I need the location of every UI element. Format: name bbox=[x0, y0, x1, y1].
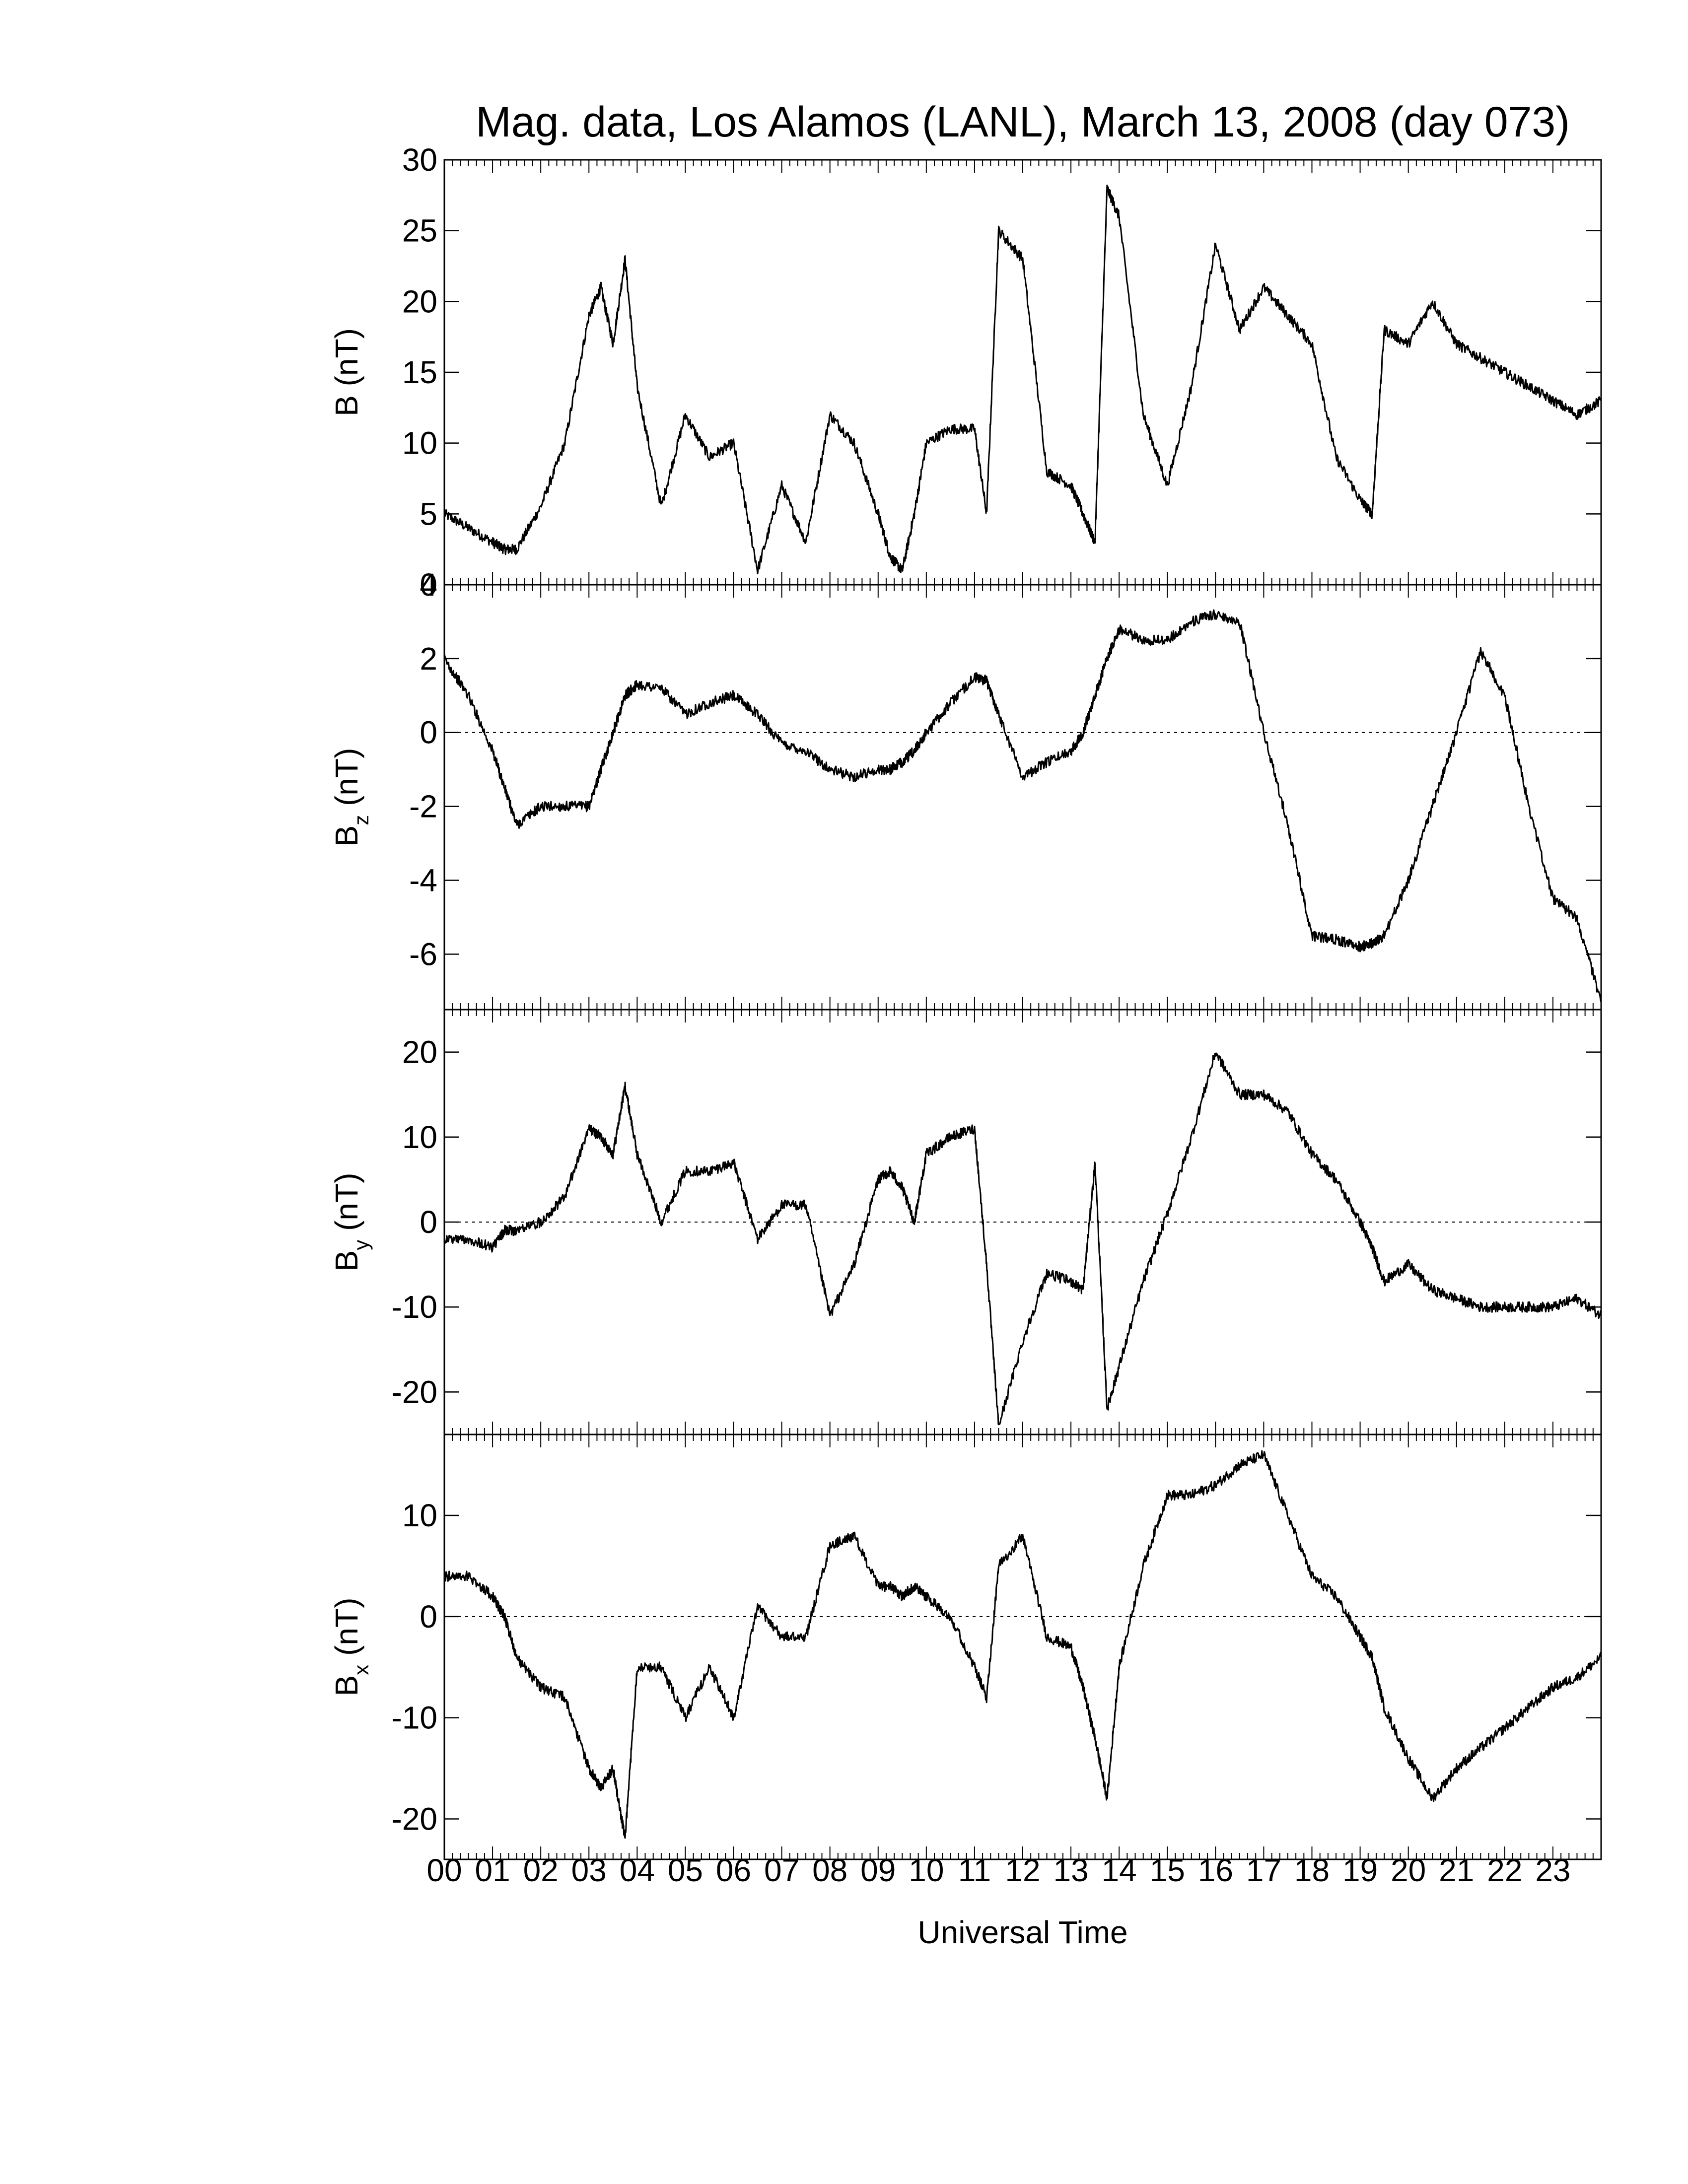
y-tick-label: 2 bbox=[420, 641, 437, 677]
series-line-by bbox=[443, 1052, 1602, 1426]
y-axis-label-unit: (nT) bbox=[329, 1598, 364, 1665]
x-tick-label: 13 bbox=[1053, 1852, 1088, 1888]
x-tick-label: 01 bbox=[475, 1852, 510, 1888]
x-tick-label: 14 bbox=[1102, 1852, 1137, 1888]
y-axis-label-unit: (nT) bbox=[329, 1173, 364, 1240]
y-tick-label: -10 bbox=[392, 1289, 438, 1325]
y-axis-label-unit: (nT) bbox=[329, 328, 364, 395]
y-tick-label: 10 bbox=[402, 425, 437, 461]
y-tick-label: 0 bbox=[420, 1599, 437, 1635]
x-tick-label: 19 bbox=[1342, 1852, 1378, 1888]
y-tick-label: 25 bbox=[402, 213, 437, 249]
y-axis-label-subscript: y bbox=[350, 1240, 373, 1250]
y-axis-label: By (nT) bbox=[329, 1173, 373, 1272]
x-axis-tick-labels: 00 01 02 03 04 05 06 07 08 09 10 11 12 13 14 15 16 17 18 19… bbox=[426, 1852, 1570, 1888]
y-tick-label: -2 bbox=[409, 789, 437, 824]
x-tick-label: 21 bbox=[1439, 1852, 1474, 1888]
y-axis-label: Bx (nT) bbox=[329, 1598, 373, 1697]
panel-b: 0 5 10 15 20 25 30 B (nT) bbox=[329, 142, 1602, 603]
x-tick-label: 08 bbox=[812, 1852, 847, 1888]
x-tick-label: 20 bbox=[1391, 1852, 1426, 1888]
y-tick-label: 0 bbox=[420, 1204, 437, 1240]
y-axis-label: B (nT) bbox=[329, 328, 364, 416]
y-axis-label-base: B bbox=[329, 1675, 364, 1697]
panel-frame bbox=[443, 159, 1602, 586]
y-tick-label: 5 bbox=[420, 496, 437, 532]
y-axis-label-subscript: x bbox=[350, 1665, 373, 1675]
series-line-bx bbox=[443, 1450, 1602, 1839]
x-tick-label: 12 bbox=[1005, 1852, 1040, 1888]
x-tick-label: 23 bbox=[1535, 1852, 1570, 1888]
y-tick-label: 0 bbox=[420, 715, 437, 751]
panel-by: -20 -10 0 10 20 By (nT) bbox=[329, 1009, 1602, 1435]
series-line-b bbox=[443, 184, 1602, 574]
x-tick-label: 11 bbox=[958, 1852, 991, 1888]
x-tick-label: 03 bbox=[571, 1852, 607, 1888]
y-tick-label: 10 bbox=[402, 1119, 437, 1155]
panel-bx: -20 -10 0 10 Bx (nT) bbox=[329, 1433, 1602, 1860]
y-axis-label-unit: (nT) bbox=[329, 748, 364, 815]
y-tick-label: -20 bbox=[392, 1374, 438, 1410]
x-tick-label: 17 bbox=[1246, 1852, 1281, 1888]
x-tick-label: 16 bbox=[1198, 1852, 1233, 1888]
y-tick-label: -20 bbox=[392, 1801, 438, 1837]
y-axis-label: Bz (nT) bbox=[329, 748, 373, 847]
x-tick-label: 18 bbox=[1294, 1852, 1330, 1888]
y-tick-label: 10 bbox=[402, 1498, 437, 1533]
y-axis-label-subscript: z bbox=[350, 815, 373, 825]
x-tick-label: 22 bbox=[1487, 1852, 1522, 1888]
y-tick-label: -10 bbox=[392, 1700, 438, 1736]
x-tick-label: 00 bbox=[426, 1852, 462, 1888]
y-tick-label: 15 bbox=[402, 354, 437, 390]
panel-bz: -6 -4 -2 0 2 4 Bz (nT) bbox=[329, 567, 1602, 1011]
x-tick-label: 05 bbox=[668, 1852, 703, 1888]
y-tick-label: 30 bbox=[402, 142, 437, 178]
y-axis-label-base: B bbox=[329, 1250, 364, 1272]
y-tick-label: -4 bbox=[409, 862, 437, 898]
y-axis-label-base: B bbox=[329, 395, 364, 416]
y-tick-label: -6 bbox=[409, 936, 437, 972]
panel-frame bbox=[443, 584, 1602, 1011]
x-tick-label: 04 bbox=[620, 1852, 655, 1888]
x-tick-label: 10 bbox=[909, 1852, 944, 1888]
chart-title: Mag. data, Los Alamos (LANL), March 13, … bbox=[476, 98, 1570, 146]
y-tick-label: 4 bbox=[420, 567, 437, 603]
x-tick-label: 07 bbox=[764, 1852, 799, 1888]
x-tick-label: 15 bbox=[1150, 1852, 1185, 1888]
x-tick-label: 06 bbox=[716, 1852, 751, 1888]
y-tick-label: 20 bbox=[402, 283, 437, 319]
x-tick-label: 09 bbox=[860, 1852, 896, 1888]
y-axis-label-base: B bbox=[329, 825, 364, 847]
x-axis-label: Universal Time bbox=[917, 1914, 1127, 1950]
y-tick-label: 20 bbox=[402, 1034, 437, 1070]
series-line-bz bbox=[443, 609, 1602, 1003]
x-tick-label: 02 bbox=[523, 1852, 559, 1888]
y-tick-label: 0 bbox=[420, 567, 437, 603]
